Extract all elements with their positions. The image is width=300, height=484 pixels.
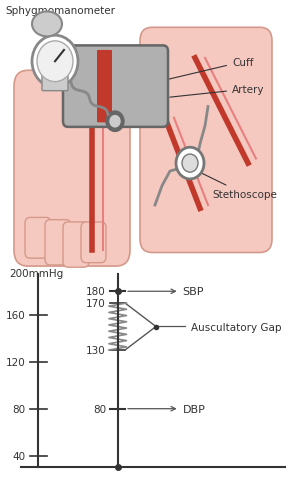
- FancyBboxPatch shape: [25, 218, 51, 258]
- Text: 200mmHg: 200mmHg: [9, 268, 63, 278]
- Circle shape: [176, 148, 204, 180]
- Text: Stethoscope: Stethoscope: [190, 168, 277, 199]
- Text: 120: 120: [5, 357, 25, 367]
- Text: Sphygmomanometer: Sphygmomanometer: [5, 6, 115, 31]
- Circle shape: [182, 155, 198, 173]
- Text: 80: 80: [12, 404, 25, 414]
- Text: DBP: DBP: [128, 404, 205, 414]
- Text: 160: 160: [5, 310, 25, 320]
- Circle shape: [37, 42, 73, 82]
- Text: 170: 170: [86, 299, 106, 308]
- FancyBboxPatch shape: [81, 223, 106, 263]
- Circle shape: [110, 116, 120, 128]
- FancyBboxPatch shape: [63, 46, 168, 128]
- Text: 40: 40: [12, 451, 25, 461]
- Text: 180: 180: [86, 287, 106, 297]
- Text: Auscultatory Gap: Auscultatory Gap: [159, 322, 282, 332]
- FancyBboxPatch shape: [14, 71, 130, 267]
- FancyBboxPatch shape: [42, 75, 68, 91]
- Text: 80: 80: [93, 404, 106, 414]
- FancyBboxPatch shape: [45, 220, 71, 265]
- Text: Artery: Artery: [170, 85, 265, 98]
- Text: Cuff: Cuff: [166, 58, 254, 81]
- Ellipse shape: [32, 13, 62, 37]
- FancyBboxPatch shape: [97, 51, 112, 123]
- Text: SBP: SBP: [128, 287, 204, 297]
- Circle shape: [32, 36, 78, 88]
- FancyBboxPatch shape: [140, 28, 272, 253]
- Text: 130: 130: [86, 345, 106, 355]
- FancyBboxPatch shape: [63, 223, 89, 268]
- Circle shape: [106, 112, 124, 132]
